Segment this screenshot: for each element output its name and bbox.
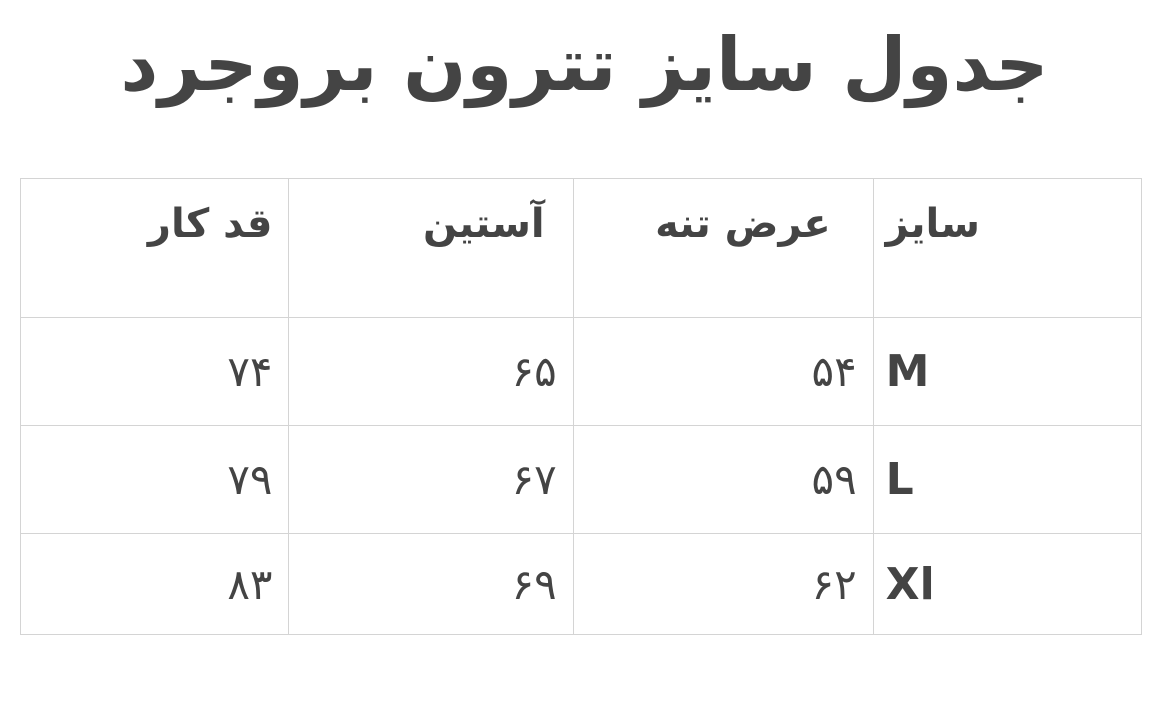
table-row: M ۵۴ ۶۵ ۷۴ — [19, 317, 1143, 426]
table-header-row: سایز عرض تنه آستین قد کار — [19, 178, 1143, 318]
cell-size: L — [872, 425, 1143, 534]
size-table: سایز عرض تنه آستین قد کار M ۵۴ ۶۵ ۷۴ L ۵… — [19, 178, 1143, 635]
header-length: قد کار — [19, 178, 290, 318]
cell-length: ۷۹ — [19, 425, 290, 534]
header-chest-width: عرض تنه — [572, 178, 874, 318]
cell-length: ۸۳ — [19, 533, 290, 635]
page-title: جدول سایز تترون بروجرد — [120, 22, 1049, 108]
table-row: L ۵۹ ۶۷ ۷۹ — [19, 425, 1143, 534]
cell-size: Xl — [872, 533, 1143, 635]
cell-size: M — [872, 317, 1143, 426]
cell-chest-width: ۵۴ — [572, 317, 874, 426]
cell-chest-width: ۵۹ — [572, 425, 874, 534]
header-sleeve: آستین — [288, 178, 574, 318]
cell-sleeve: ۶۷ — [288, 425, 574, 534]
header-size: سایز — [872, 178, 1143, 318]
table-row: Xl ۶۲ ۶۹ ۸۳ — [19, 533, 1143, 635]
cell-chest-width: ۶۲ — [572, 533, 874, 635]
cell-sleeve: ۶۵ — [288, 317, 574, 426]
cell-length: ۷۴ — [19, 317, 290, 426]
cell-sleeve: ۶۹ — [288, 533, 574, 635]
